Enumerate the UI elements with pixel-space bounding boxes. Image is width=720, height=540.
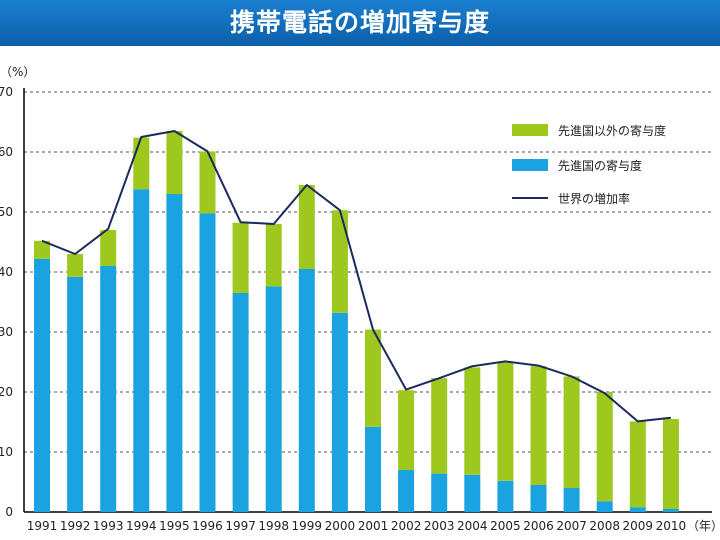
x-tick-label-1998: 1998 <box>258 519 289 533</box>
bar-developing-1992 <box>67 254 84 277</box>
bar-developing-2004 <box>464 367 481 475</box>
bar-developing-2003 <box>431 378 448 474</box>
bar-developed-1999 <box>298 269 315 512</box>
title-bar: 携帯電話の増加寄与度 <box>0 0 720 46</box>
bar-developed-2005 <box>497 480 514 512</box>
x-tick-label-1993: 1993 <box>93 519 124 533</box>
bar-developing-1998 <box>265 224 282 287</box>
bar-developing-1997 <box>232 222 249 293</box>
x-tick-label-2009: 2009 <box>623 519 654 533</box>
bar-developed-2004 <box>464 474 481 512</box>
y-tick-label-10: 10 <box>0 445 13 459</box>
x-tick-label-2008: 2008 <box>589 519 620 533</box>
bar-developed-1991 <box>34 258 50 512</box>
bar-developing-2006 <box>530 366 547 485</box>
bar-developed-1994 <box>133 189 150 512</box>
x-tick-label-1991: 1991 <box>27 519 58 533</box>
bar-developed-1992 <box>67 276 84 512</box>
x-tick-label-2005: 2005 <box>490 519 521 533</box>
chart-title: 携帯電話の増加寄与度 <box>229 8 490 37</box>
bar-developing-2002 <box>398 390 415 470</box>
y-tick-label-50: 50 <box>0 205 13 219</box>
legend-label-developed: 先進国の寄与度 <box>558 158 642 173</box>
legend-swatch-developed <box>512 159 548 171</box>
x-tick-label-1995: 1995 <box>159 519 190 533</box>
bar-developed-2007 <box>563 488 580 512</box>
x-tick-label-1992: 1992 <box>60 519 91 533</box>
bar-developed-2001 <box>365 426 381 512</box>
x-tick-label-2001: 2001 <box>358 519 389 533</box>
bar-developing-2001 <box>365 329 381 427</box>
x-tick-label-2002: 2002 <box>391 519 422 533</box>
y-tick-label-40: 40 <box>0 265 13 279</box>
x-axis-label: （年） <box>687 519 720 533</box>
x-tick-label-2003: 2003 <box>424 519 455 533</box>
bar-developing-1994 <box>133 137 150 190</box>
y-tick-label-60: 60 <box>0 145 13 159</box>
x-tick-label-2007: 2007 <box>556 519 587 533</box>
x-tick-label-1999: 1999 <box>292 519 323 533</box>
legend-label-world: 世界の増加率 <box>558 191 630 206</box>
line-world-growth <box>41 130 672 423</box>
bar-developed-1995 <box>166 194 183 512</box>
x-tick-label-2006: 2006 <box>523 519 554 533</box>
x-tick-label-2000: 2000 <box>325 519 356 533</box>
bar-developed-1996 <box>199 213 216 512</box>
bar-developed-2008 <box>596 501 613 512</box>
x-tick-label-1996: 1996 <box>192 519 223 533</box>
y-tick-label-70: 70 <box>0 85 13 99</box>
bar-developing-1996 <box>199 151 216 214</box>
bar-developing-1991 <box>34 240 50 259</box>
bar-developing-1999 <box>298 185 315 269</box>
x-tick-label-2004: 2004 <box>457 519 488 533</box>
bar-developed-2009 <box>629 507 646 512</box>
bar-developed-2000 <box>331 312 348 512</box>
bar-developed-2002 <box>398 470 415 512</box>
y-tick-label-20: 20 <box>0 385 13 399</box>
bar-developed-1998 <box>265 286 282 512</box>
bar-developed-2003 <box>431 473 448 512</box>
y-tick-label-0: 0 <box>5 505 13 519</box>
bar-developed-1993 <box>100 266 117 512</box>
bar-developing-2009 <box>629 421 646 508</box>
legend-swatch-developing <box>512 124 548 136</box>
bar-developed-2006 <box>530 485 547 512</box>
y-axis-label: （%） <box>0 65 35 79</box>
bar-developed-2010 <box>662 509 679 512</box>
x-tick-label-1997: 1997 <box>225 519 256 533</box>
legend-label-developing: 先進国以外の寄与度 <box>558 123 666 138</box>
y-tick-label-30: 30 <box>0 325 13 339</box>
x-tick-label-1994: 1994 <box>126 519 157 533</box>
bar-developing-2008 <box>596 392 613 502</box>
bar-developing-2007 <box>563 376 580 488</box>
bar-developing-2000 <box>331 210 348 313</box>
bar-developing-1995 <box>166 131 183 194</box>
bar-developing-2010 <box>662 419 679 509</box>
bar-developing-1993 <box>100 230 117 266</box>
bar-developed-1997 <box>232 293 249 512</box>
bar-developing-2005 <box>497 362 514 481</box>
x-tick-label-2010: 2010 <box>656 519 687 533</box>
